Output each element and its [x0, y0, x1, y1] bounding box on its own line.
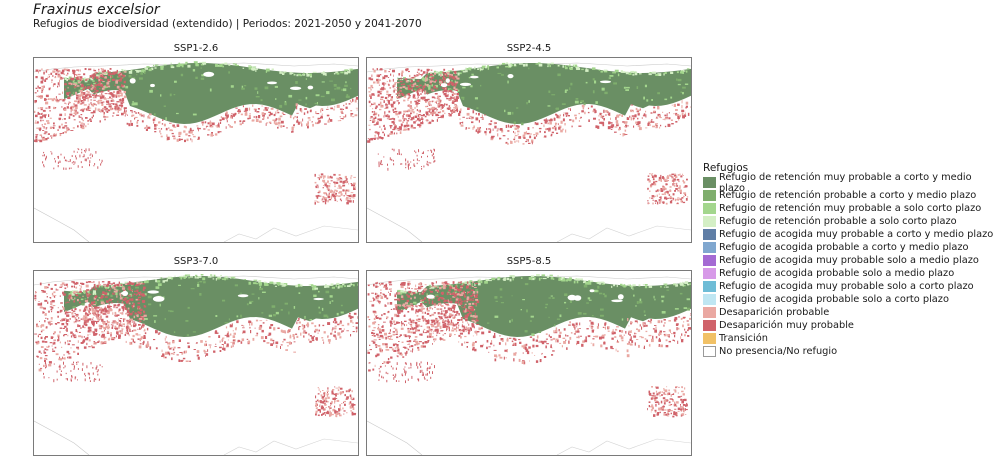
legend-item: Refugio de acogida probable solo a medio…: [703, 267, 1000, 280]
legend-item: Transición: [703, 332, 1000, 345]
legend-item: Desaparición probable: [703, 306, 1000, 319]
map-panel-ssp370: [33, 270, 359, 456]
legend-item: Refugio de retención probable a solo cor…: [703, 215, 1000, 228]
legend-item: Refugio de acogida probable a corto y me…: [703, 241, 1000, 254]
legend-label: Refugio de acogida muy probable solo a c…: [719, 281, 974, 292]
map-panel-ssp245: [366, 57, 692, 243]
legend-label: Transición: [719, 333, 768, 344]
figure-title: Fraxinus excelsior: [33, 2, 160, 18]
legend-swatch: [703, 333, 716, 344]
legend-label: Refugio de acogida muy probable a corto …: [719, 229, 994, 240]
legend-item: No presencia/No refugio: [703, 345, 1000, 358]
legend-label: No presencia/No refugio: [719, 346, 838, 357]
legend-item: Refugio de retención probable a corto y …: [703, 189, 1000, 202]
panel-title-1: SSP1-2.6: [173, 43, 219, 54]
legend-label: Refugio de retención muy probable a cort…: [718, 171, 972, 194]
legend-label: Refugio de acogida probable solo a corto…: [719, 294, 949, 305]
legend-swatch: [703, 203, 716, 214]
map-ssp370: [34, 274, 358, 455]
legend-label: Refugio de retención probable a solo cor…: [719, 216, 957, 227]
map-raster: [34, 274, 358, 418]
legend-label: Refugio de acogida probable a corto y me…: [719, 242, 969, 253]
legend: Refugios Refugio de retención muy probab…: [703, 162, 1000, 358]
legend-item: Refugio de acogida muy probable solo a m…: [703, 254, 1000, 267]
legend-item: Refugio de acogida probable solo a corto…: [703, 293, 1000, 306]
legend-label: Refugio de retención muy probable a solo…: [719, 203, 982, 214]
map-raster: [367, 274, 691, 418]
panel-title-4: SSP5-8.5: [506, 256, 552, 267]
legend-item: Refugio de acogida muy probable a corto …: [703, 228, 1000, 241]
figure-subtitle: Refugios de biodiversidad (extendido) | …: [33, 18, 422, 30]
legend-label: Desaparición muy probable: [719, 320, 854, 331]
legend-swatch: [703, 268, 716, 279]
legend-swatch: [703, 242, 716, 253]
map-panel-ssp585: [366, 270, 692, 456]
legend-item: Refugio de retención muy probable a cort…: [703, 172, 1000, 194]
map-ssp126: [34, 61, 358, 242]
legend-swatch: [703, 190, 716, 201]
panel-title-2: SSP2-4.5: [506, 43, 552, 54]
legend-label: Refugio de acogida probable solo a medio…: [719, 268, 955, 279]
legend-swatch: [703, 216, 716, 227]
legend-item: Refugio de retención muy probable a solo…: [703, 202, 1000, 215]
legend-label: Refugio de retención probable a corto y …: [719, 190, 977, 201]
legend-swatch: [703, 229, 716, 240]
legend-swatch: [703, 307, 716, 318]
legend-title: Refugios: [703, 162, 749, 174]
legend-swatch: [703, 346, 716, 357]
map-panel-ssp126: [33, 57, 359, 243]
legend-label: Refugio de acogida muy probable solo a m…: [719, 255, 979, 266]
legend-label: Desaparición probable: [719, 307, 830, 318]
map-ssp245: [367, 62, 691, 242]
legend-item: Refugio de acogida muy probable solo a c…: [703, 280, 1000, 293]
legend-swatch: [703, 281, 716, 292]
map-raster: [34, 61, 358, 205]
legend-swatch: [703, 177, 716, 188]
legend-item: Desaparición muy probable: [703, 319, 1000, 332]
legend-swatch: [703, 320, 716, 331]
panel-title-3: SSP3-7.0: [173, 256, 219, 267]
legend-swatch: [703, 294, 716, 305]
legend-swatch: [703, 255, 716, 266]
map-raster: [367, 62, 691, 205]
map-ssp585: [367, 274, 691, 455]
